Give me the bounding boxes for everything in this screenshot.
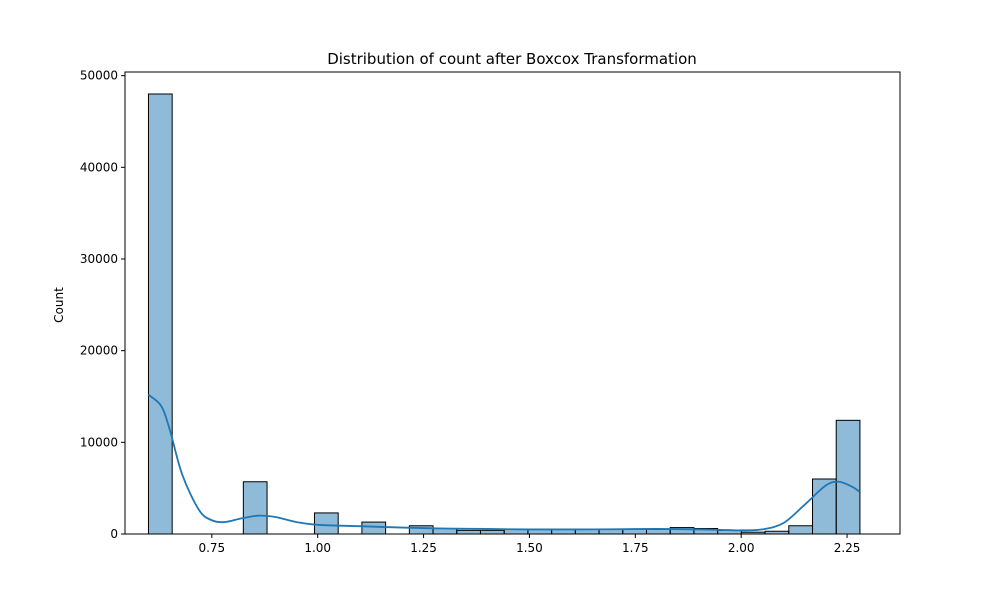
kde-curve-group [147, 393, 861, 532]
histogram-bar [645, 528, 671, 535]
y-tick-label: 0 [110, 527, 118, 541]
x-tick-label: 1.50 [516, 541, 543, 555]
y-tick-label: 30000 [80, 252, 118, 266]
y-tick-label: 10000 [80, 435, 118, 449]
x-tick-label: 1.25 [410, 541, 437, 555]
y-tick-label: 50000 [80, 69, 118, 83]
x-tick-label: 2.25 [834, 541, 861, 555]
plot-frame [124, 71, 901, 535]
histogram-bar [835, 419, 861, 535]
x-axis-ticks: 0.75 1.00 1.25 1.50 1.75 2.00 2.25 [198, 534, 860, 555]
y-tick-label: 40000 [80, 160, 118, 174]
histogram-bars [147, 93, 861, 535]
histogram-bar [456, 529, 481, 535]
x-tick-label: 2.00 [728, 541, 755, 555]
histogram-bar [147, 93, 173, 535]
y-axis-ticks: 0 10000 20000 30000 40000 50000 [80, 69, 125, 541]
histogram-bar [479, 529, 505, 535]
y-tick-label: 20000 [80, 344, 118, 358]
histogram-bar [788, 525, 814, 535]
y-axis-label: Count [52, 287, 66, 323]
x-tick-label: 1.75 [622, 541, 649, 555]
histogram-bar [622, 528, 648, 535]
chart-title: Distribution of count after Boxcox Trans… [327, 50, 697, 68]
kde-curve [147, 393, 861, 532]
x-tick-label: 0.75 [198, 541, 225, 555]
x-tick-label: 1.00 [304, 541, 331, 555]
histogram-bar [242, 481, 268, 535]
histogram-bar [313, 512, 339, 535]
histogram-bar [361, 521, 387, 535]
